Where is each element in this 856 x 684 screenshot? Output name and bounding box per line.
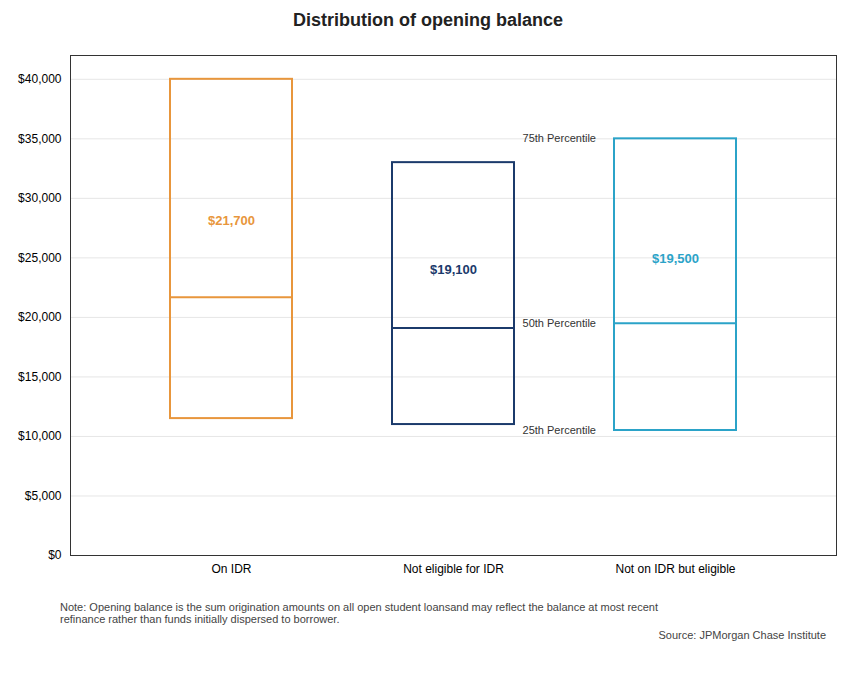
svg-text:75th Percentile: 75th Percentile bbox=[523, 132, 596, 144]
svg-text:$19,100: $19,100 bbox=[430, 262, 477, 277]
svg-text:$21,700: $21,700 bbox=[208, 213, 255, 228]
svg-text:$20,000: $20,000 bbox=[18, 310, 62, 324]
svg-text:$35,000: $35,000 bbox=[18, 132, 62, 146]
svg-text:$5,000: $5,000 bbox=[25, 489, 62, 503]
svg-text:$10,000: $10,000 bbox=[18, 429, 62, 443]
html-text:Source: JPMorgan Chase Institu: Source: JPMorgan Chase Institute bbox=[658, 629, 826, 641]
svg-text:50th Percentile: 50th Percentile bbox=[523, 317, 596, 329]
svg-text:$0: $0 bbox=[48, 548, 62, 562]
html-text:Distribution of opening balanc: Distribution of opening balance bbox=[293, 10, 563, 30]
svg-text:Not on IDR but eligible: Not on IDR but eligible bbox=[615, 562, 735, 576]
svg-text:$15,000: $15,000 bbox=[18, 370, 62, 384]
svg-text:Not eligible for IDR: Not eligible for IDR bbox=[403, 562, 504, 576]
html-text:Note: Opening balance is the s: Note: Opening balance is the sum origina… bbox=[60, 601, 658, 625]
svg-text:$19,500: $19,500 bbox=[652, 251, 699, 266]
svg-text:$30,000: $30,000 bbox=[18, 191, 62, 205]
svg-text:25th Percentile: 25th Percentile bbox=[523, 424, 596, 436]
svg-text:On IDR: On IDR bbox=[211, 562, 251, 576]
svg-text:$25,000: $25,000 bbox=[18, 251, 62, 265]
svg-text:$40,000: $40,000 bbox=[18, 72, 62, 86]
